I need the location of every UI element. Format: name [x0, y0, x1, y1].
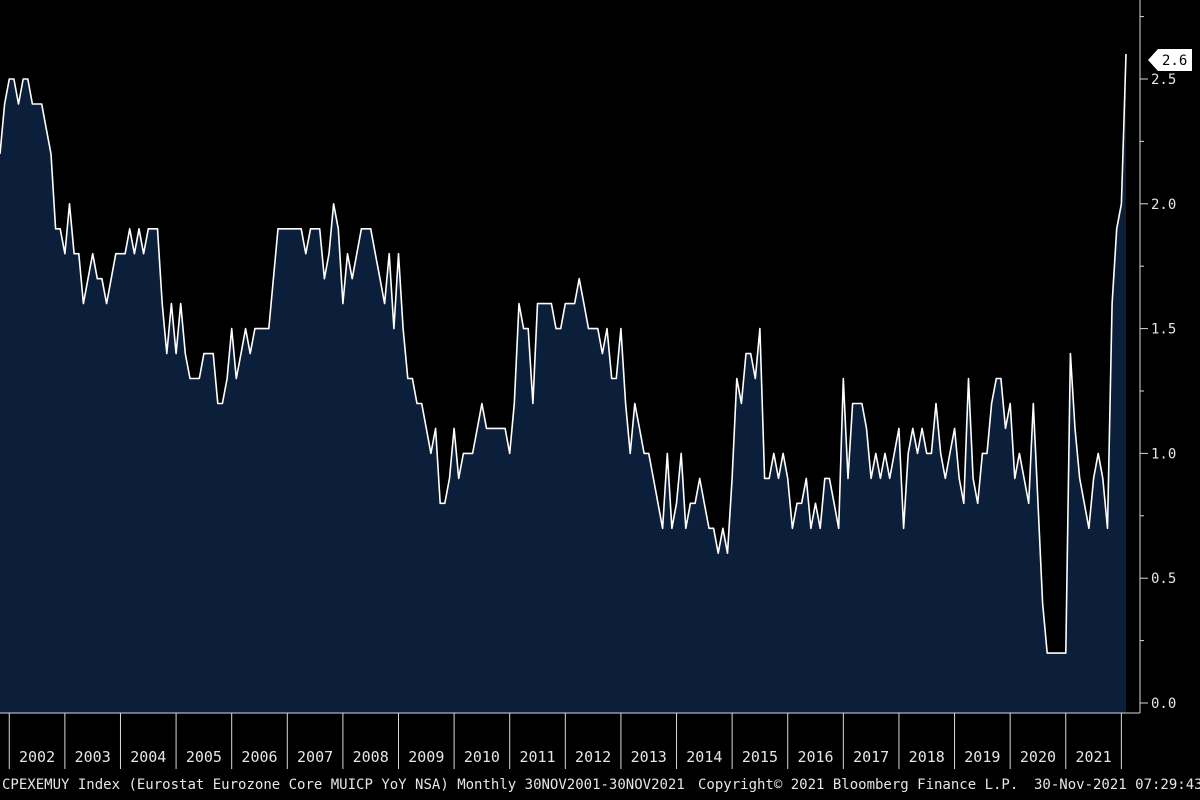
- area-fill: [0, 54, 1126, 713]
- x-tick-label: 2013: [631, 748, 667, 766]
- x-tick-label: 2004: [130, 748, 166, 766]
- x-tick-label: 2010: [464, 748, 500, 766]
- x-tick-label: 2007: [297, 748, 333, 766]
- footer-copyright: Copyright© 2021 Bloomberg Finance L.P.: [698, 777, 1019, 793]
- x-tick-label: 2018: [909, 748, 945, 766]
- footer-date-range: 30NOV2001-30NOV2021: [524, 777, 685, 793]
- x-tick-label: 2020: [1020, 748, 1056, 766]
- series-line: [0, 53, 1127, 654]
- x-tick-label: 2014: [686, 748, 722, 766]
- x-tick-label: 2008: [353, 748, 389, 766]
- axes: 0.0 0.5 1.0 1.5 2.0 2.5 2.6 2002 2003 2004 2005 200…: [0, 0, 1192, 769]
- x-tick-label: 2011: [519, 748, 555, 766]
- y-tick-label: 0.5: [1151, 571, 1176, 587]
- x-tick-label: 2005: [186, 748, 222, 766]
- last-value-marker: [1148, 49, 1192, 71]
- y-tick-label: 0.0: [1151, 696, 1176, 712]
- footer-series-info: CPEXEMUY Index (Eurostat Eurozone Core M…: [2, 777, 685, 793]
- x-tick-label: 2012: [575, 748, 611, 766]
- y-tick-label: 1.5: [1151, 322, 1176, 338]
- footer-description: (Eurostat Eurozone Core MUICP YoY NSA): [128, 777, 449, 793]
- x-tick-label: 2003: [75, 748, 111, 766]
- plot-area: [0, 53, 1127, 713]
- footer-ticker: CPEXEMUY Index: [2, 777, 121, 793]
- x-tick-label: 2017: [853, 748, 889, 766]
- chart-footer: CPEXEMUY Index (Eurostat Eurozone Core M…: [0, 774, 1200, 800]
- x-tick-label: 2015: [742, 748, 778, 766]
- x-tick-label: 2006: [241, 748, 277, 766]
- y-tick-label: 2.5: [1151, 72, 1176, 88]
- last-value-label: 2.6: [1162, 53, 1187, 69]
- y-tick-label: 2.0: [1151, 197, 1176, 213]
- footer-frequency: Monthly: [457, 777, 517, 793]
- footer-timestamp: 30-Nov-2021 07:29:43: [1034, 777, 1200, 793]
- x-tick-label: 2021: [1076, 748, 1112, 766]
- x-tick-label: 2009: [408, 748, 444, 766]
- x-tick-label: 2019: [964, 748, 1000, 766]
- x-tick-label: 2016: [797, 748, 833, 766]
- x-tick-label: 2002: [19, 748, 55, 766]
- y-tick-label: 1.0: [1151, 446, 1176, 462]
